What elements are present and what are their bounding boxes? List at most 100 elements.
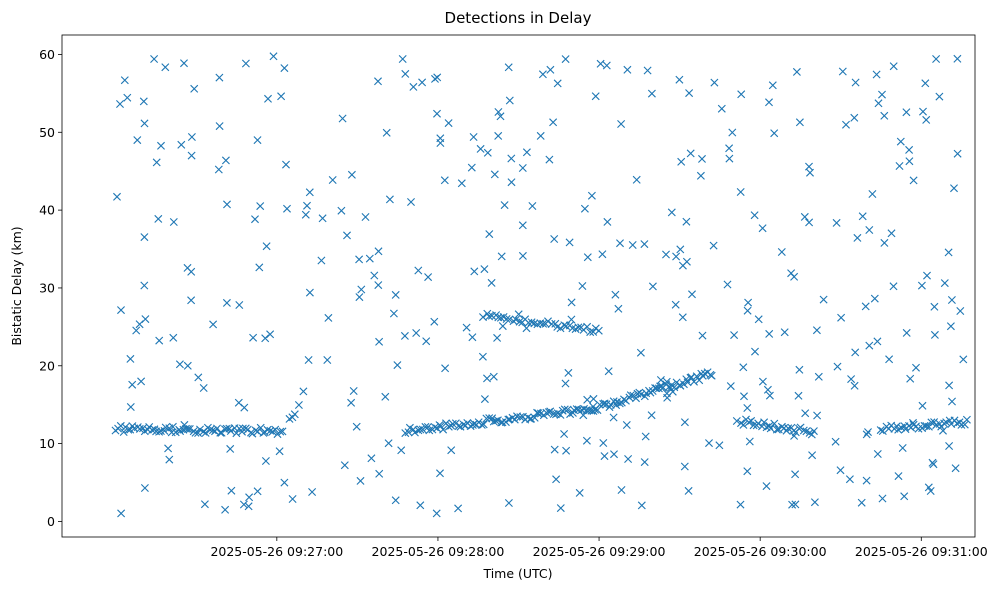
data-point bbox=[747, 416, 756, 425]
data-point bbox=[680, 462, 689, 471]
data-point bbox=[624, 455, 633, 463]
data-point bbox=[468, 333, 477, 342]
data-point bbox=[809, 427, 818, 436]
data-point bbox=[416, 425, 425, 434]
data-point bbox=[117, 509, 126, 518]
data-point bbox=[930, 330, 939, 339]
data-point bbox=[677, 157, 686, 166]
data-point bbox=[485, 414, 494, 423]
data-point bbox=[444, 119, 453, 128]
data-point bbox=[962, 415, 971, 424]
data-point bbox=[303, 201, 311, 210]
data-point bbox=[929, 460, 938, 469]
data-point bbox=[565, 238, 574, 247]
y-axis: 0 10 20 30 40 50 60 bbox=[39, 47, 62, 529]
data-point bbox=[723, 280, 732, 289]
data-point bbox=[656, 382, 665, 391]
data-point bbox=[725, 154, 734, 163]
data-point bbox=[238, 424, 247, 433]
data-point bbox=[215, 73, 224, 82]
data-point bbox=[308, 488, 317, 496]
data-point bbox=[155, 336, 164, 345]
data-point bbox=[622, 421, 631, 429]
data-point bbox=[253, 136, 262, 145]
data-point bbox=[263, 425, 272, 434]
data-point bbox=[662, 250, 670, 259]
data-point bbox=[469, 133, 478, 141]
data-point bbox=[185, 425, 194, 433]
data-point bbox=[470, 419, 479, 428]
data-point bbox=[805, 162, 813, 171]
data-point bbox=[183, 361, 192, 370]
data-point bbox=[407, 198, 415, 206]
data-point bbox=[418, 78, 427, 87]
data-point bbox=[180, 420, 189, 429]
data-point bbox=[780, 328, 789, 337]
data-point bbox=[180, 59, 188, 68]
data-point bbox=[187, 267, 196, 276]
data-point bbox=[328, 176, 337, 184]
plot-area bbox=[61, 34, 976, 538]
data-point bbox=[896, 137, 905, 146]
data-point bbox=[668, 387, 677, 396]
y-tick-label: 40 bbox=[39, 203, 55, 218]
data-point bbox=[347, 398, 356, 407]
data-point bbox=[255, 263, 264, 272]
data-point bbox=[439, 425, 448, 434]
data-point bbox=[599, 439, 608, 447]
data-point bbox=[425, 426, 434, 435]
data-point bbox=[432, 509, 441, 518]
data-point bbox=[214, 165, 223, 174]
data-point bbox=[375, 337, 384, 346]
data-point bbox=[381, 392, 390, 401]
data-point bbox=[152, 158, 161, 167]
data-point bbox=[909, 420, 918, 429]
data-point bbox=[788, 500, 797, 509]
data-point bbox=[249, 333, 258, 342]
data-point bbox=[770, 419, 779, 428]
data-point bbox=[889, 62, 898, 71]
data-point bbox=[648, 282, 657, 291]
data-point bbox=[580, 204, 589, 213]
data-point bbox=[226, 427, 235, 435]
data-point bbox=[164, 444, 173, 453]
data-point bbox=[586, 328, 595, 337]
data-point bbox=[926, 487, 935, 495]
data-point bbox=[244, 502, 253, 511]
data-point bbox=[494, 108, 503, 116]
data-point bbox=[240, 403, 249, 412]
data-point bbox=[682, 217, 691, 226]
data-point bbox=[617, 120, 626, 128]
data-point bbox=[715, 441, 724, 450]
data-point bbox=[858, 212, 867, 221]
data-point bbox=[194, 373, 203, 382]
data-point bbox=[921, 79, 930, 88]
data-point bbox=[643, 66, 652, 75]
data-point bbox=[422, 337, 431, 346]
data-point bbox=[400, 331, 409, 340]
data-point bbox=[647, 411, 656, 420]
data-point bbox=[391, 496, 400, 505]
data-point bbox=[431, 74, 439, 83]
x-tick-label: 2025-05-26 09:28:00 bbox=[372, 544, 505, 559]
data-point bbox=[836, 466, 845, 475]
data-point bbox=[436, 134, 445, 143]
data-point bbox=[819, 295, 828, 304]
data-point bbox=[609, 413, 618, 422]
data-point bbox=[116, 100, 124, 108]
data-point bbox=[707, 371, 716, 380]
data-point bbox=[414, 266, 423, 275]
data-point bbox=[857, 498, 866, 507]
data-point bbox=[556, 410, 565, 419]
data-point bbox=[241, 424, 250, 433]
y-tick-label: 10 bbox=[39, 436, 55, 451]
data-point bbox=[187, 133, 196, 141]
data-point bbox=[477, 420, 486, 429]
data-point bbox=[898, 444, 907, 452]
data-point bbox=[909, 176, 918, 185]
data-point bbox=[946, 322, 955, 331]
data-point bbox=[527, 318, 536, 327]
data-point bbox=[355, 255, 364, 264]
data-point bbox=[739, 420, 748, 429]
data-point bbox=[792, 67, 801, 76]
